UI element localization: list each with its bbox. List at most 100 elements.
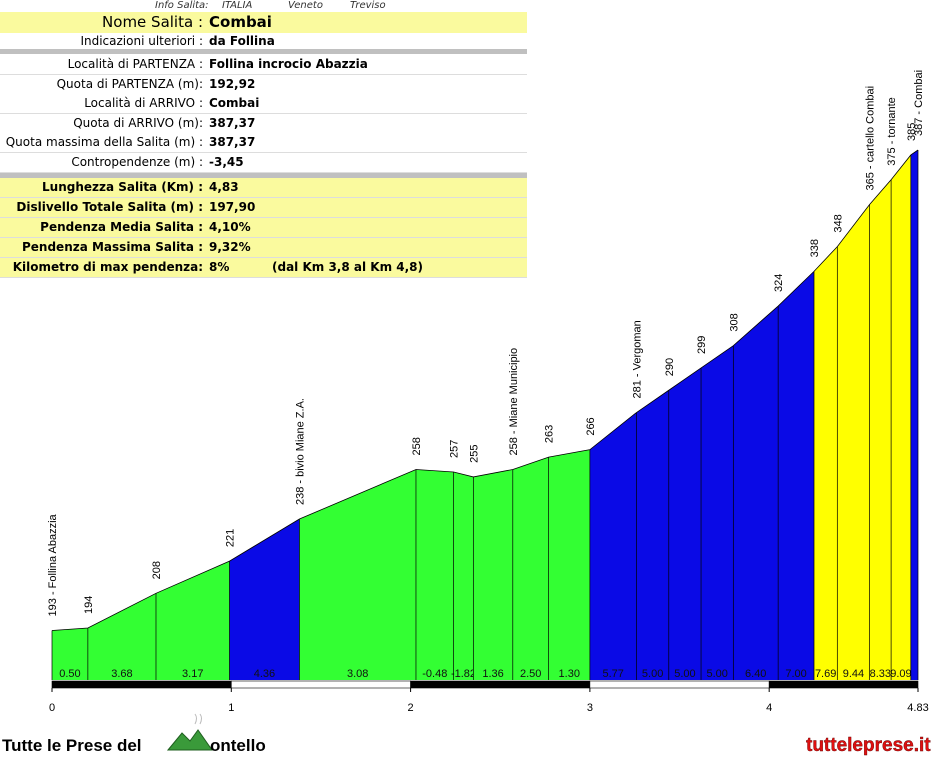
info-cell: 387,37 — [209, 135, 256, 150]
info-cell: -3,45 — [209, 155, 244, 169]
point-label: 290 — [664, 358, 676, 376]
info-cell: Pendenza Media Salita : — [40, 220, 203, 234]
point-label: 385 — [906, 123, 918, 141]
segment-label: 6.40 — [745, 668, 766, 680]
info-row: Quota di PARTENZA (m): 192,92 — [0, 74, 527, 95]
axis-band — [589, 680, 770, 689]
profile-segment — [229, 519, 300, 680]
segment-label: 5.00 — [642, 668, 663, 680]
segment-label: 7.00 — [785, 668, 806, 680]
info-cell: Quota di ARRIVO (m): — [73, 115, 203, 130]
point-label: 308 — [728, 313, 740, 331]
axis-band — [768, 680, 919, 689]
info-header: Veneto — [288, 0, 323, 11]
brand: Tutte le Prese del — [2, 736, 142, 755]
point-label: 299 — [696, 336, 708, 354]
point-label: 263 — [544, 425, 556, 443]
profile-segment — [668, 367, 702, 680]
point-label: 338 — [809, 239, 821, 257]
point-label: 324 — [773, 274, 785, 292]
info-cell: Indicazioni ulteriori : — [80, 34, 203, 48]
profile-segment — [453, 471, 474, 680]
profile-segment — [415, 469, 454, 680]
point-label: 375 - tornante — [886, 97, 898, 166]
point-label: 365 - cartello Combai — [865, 86, 877, 191]
profile-segment — [910, 150, 918, 680]
info-cell: da Follina — [209, 34, 275, 48]
profile-line — [51, 149, 919, 631]
profile-segment — [512, 457, 549, 680]
info-cell: Contropendenze (m) : — [71, 155, 203, 169]
point-label: 266 — [585, 417, 597, 435]
axis-band — [230, 680, 411, 689]
point-label: 193 - Follina Abazzia — [47, 513, 59, 616]
point-label: 208 — [151, 561, 163, 579]
profile-segment — [473, 469, 513, 680]
info-cell: Dislivello Totale Salita (m) : — [16, 200, 203, 214]
profile-segment — [52, 627, 88, 680]
info-cell: 8% — [209, 260, 230, 274]
x-tick-label: 4.83 — [907, 702, 928, 714]
info-header: Info Salita: — [155, 0, 209, 11]
info-cell: 387,37 — [209, 115, 256, 130]
point-label: 258 - Miane Municipio — [508, 348, 520, 456]
segment-label: -0.48 — [422, 668, 447, 680]
site: tutteleprese.it — [806, 735, 931, 756]
segment-label: 3.17 — [182, 668, 203, 680]
profile-segment — [155, 561, 230, 680]
info-cell: 4,83 — [209, 180, 239, 194]
info-table: Info Salita: ITALIA Veneto Treviso Nome Sali… — [0, 0, 527, 280]
point-label: 258 — [411, 437, 423, 455]
profile-segment — [87, 593, 156, 680]
info-row: Kilometro di max pendenza: 8% (dal Km 3,8 … — [0, 258, 527, 278]
info-cell: (dal Km 3,8 al Km 4,8) — [272, 260, 423, 274]
info-cell: Combai — [209, 13, 272, 31]
segment-label: 5.00 — [674, 668, 695, 680]
profile-segment — [636, 390, 669, 680]
point-label: 281 - Vergoman — [632, 320, 644, 398]
info-cell: Località di PARTENZA : — [67, 57, 203, 71]
info-row: Quota massima della Salita (m) : 387,37 — [0, 133, 527, 154]
profile-segment — [891, 154, 911, 681]
point-label: 221 — [225, 529, 237, 547]
info-row: Dislivello Totale Salita (m) : 197,90 — [0, 198, 527, 218]
profile-segment — [869, 179, 892, 681]
x-tick-label: 1 — [228, 702, 234, 714]
segment-label: 4.36 — [254, 668, 275, 680]
info-cell: Follina incrocio Abazzia — [209, 57, 368, 71]
profile-segment — [299, 469, 416, 680]
info-cell: Lunghezza Salita (Km) : — [42, 180, 203, 194]
separator — [0, 49, 527, 54]
point-label: 255 — [468, 445, 480, 463]
info-header: Treviso — [350, 0, 386, 11]
segment-label: 8.33 — [870, 668, 891, 680]
x-tick-label: 3 — [587, 702, 593, 714]
profile-segment — [548, 449, 590, 680]
logo-icon — [166, 713, 213, 751]
separator — [0, 173, 527, 178]
info-header: ITALIA — [222, 0, 253, 11]
info-cell: Combai — [209, 96, 260, 111]
info-cell: 9,32% — [209, 240, 251, 254]
profile-segment — [814, 246, 838, 680]
info-cell: 197,90 — [209, 200, 256, 214]
info-cell: Quota di PARTENZA (m): — [56, 76, 203, 91]
segment-label: 0.50 — [59, 668, 80, 680]
info-row: Quota di ARRIVO (m): 387,37 — [0, 113, 527, 134]
point-label: 238 - bivio Miane Z.A. — [294, 398, 306, 505]
profile-segment — [778, 271, 815, 680]
segment-label: -1.82 — [451, 668, 476, 680]
segment-label: 3.68 — [111, 668, 132, 680]
info-cell: 4,10% — [209, 220, 251, 234]
info-cell: Nome Salita : — [102, 13, 203, 31]
axis-band — [410, 680, 591, 689]
segment-label: 1.30 — [559, 668, 580, 680]
segment-label: 1.36 — [482, 668, 503, 680]
segment-label: 2.50 — [520, 668, 541, 680]
point-label: 387 - Combai — [913, 70, 925, 136]
point-label: 348 — [832, 214, 844, 232]
info-cell: Quota massima della Salita (m) : — [5, 135, 203, 150]
info-row: Contropendenze (m) : -3,45 — [0, 153, 527, 173]
info-row: Località di ARRIVO : Combai — [0, 94, 527, 115]
